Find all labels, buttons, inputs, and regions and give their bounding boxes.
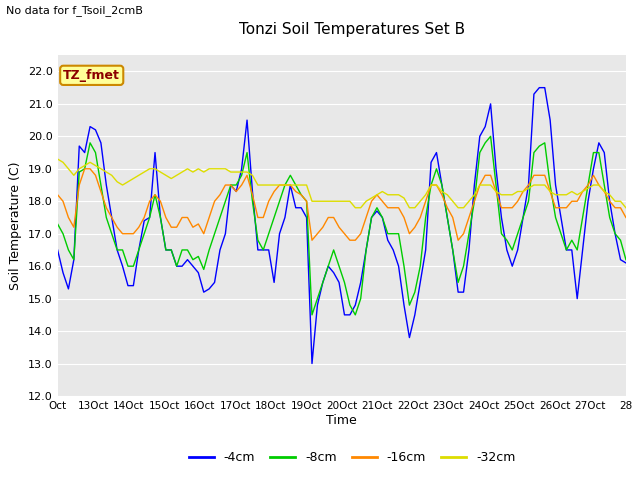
Text: Tonzi Soil Temperatures Set B: Tonzi Soil Temperatures Set B bbox=[239, 22, 465, 36]
Y-axis label: Soil Temperature (C): Soil Temperature (C) bbox=[10, 161, 22, 290]
Legend: -4cm, -8cm, -16cm, -32cm: -4cm, -8cm, -16cm, -32cm bbox=[184, 446, 520, 469]
Text: No data for f_Tsoil_2cmB: No data for f_Tsoil_2cmB bbox=[6, 5, 143, 16]
Text: TZ_fmet: TZ_fmet bbox=[63, 69, 120, 82]
X-axis label: Time: Time bbox=[326, 414, 357, 427]
